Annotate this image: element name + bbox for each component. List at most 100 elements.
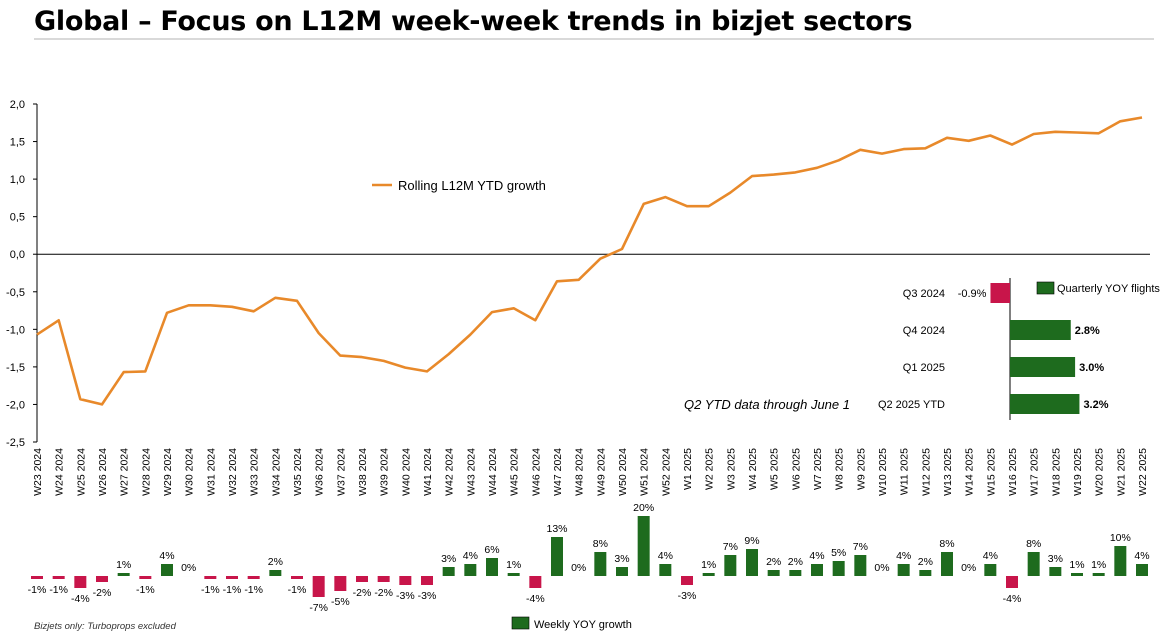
y-tick-label: -1,5 bbox=[6, 362, 25, 374]
legend-quarterly-label: Quarterly YOY flights bbox=[1057, 283, 1160, 295]
line-chart-series bbox=[36, 116, 1143, 406]
weekly-yoy-bar bbox=[1049, 567, 1062, 576]
title-divider bbox=[34, 38, 1154, 40]
x-tick-label: W11 2025 bbox=[899, 448, 911, 495]
x-tick-label: W17 2025 bbox=[1029, 448, 1041, 496]
weekly-yoy-bar bbox=[312, 576, 325, 597]
weekly-yoy-bar bbox=[1092, 573, 1105, 576]
x-tick-label: W31 2024 bbox=[205, 448, 217, 496]
x-tick-label: W16 2025 bbox=[1007, 448, 1019, 496]
y-tick-label: 2,0 bbox=[10, 99, 25, 111]
x-tick-label: W12 2025 bbox=[920, 448, 932, 496]
weekly-yoy-bar bbox=[941, 552, 953, 576]
x-tick-label: W14 2025 bbox=[964, 448, 976, 496]
weekly-yoy-label: 0% bbox=[961, 562, 976, 574]
weekly-yoy-label: 1% bbox=[116, 559, 131, 571]
weekly-yoy-label: -4% bbox=[526, 593, 545, 605]
weekly-yoy-bar bbox=[897, 564, 910, 576]
weekly-yoy-label: -4% bbox=[71, 593, 90, 605]
quarterly-value-label: 3.2% bbox=[1083, 399, 1108, 411]
x-tick-label: W48 2024 bbox=[574, 448, 586, 496]
weekly-yoy-bar bbox=[767, 570, 780, 576]
weekly-yoy-bar bbox=[464, 564, 477, 576]
weekly-yoy-bar bbox=[377, 576, 390, 582]
x-tick-label: W26 2024 bbox=[97, 448, 109, 496]
weekly-yoy-label: -1% bbox=[244, 584, 263, 596]
x-tick-label: W30 2024 bbox=[184, 448, 196, 496]
weekly-yoy-label: -1% bbox=[28, 584, 47, 596]
weekly-yoy-label: 4% bbox=[896, 550, 911, 562]
x-tick-label: W22 2025 bbox=[1137, 448, 1149, 496]
weekly-yoy-bar bbox=[204, 576, 217, 579]
x-tick-label: W35 2024 bbox=[292, 448, 304, 496]
weekly-yoy-bar bbox=[1027, 552, 1040, 576]
quarterly-bar-chart: Q3 2024 -0.9% Q4 2024 2.8% Q1 2025 3.0% Q2 202… bbox=[878, 278, 1109, 420]
weekly-yoy-label: 7% bbox=[723, 541, 738, 553]
weekly-yoy-label: 1% bbox=[701, 559, 716, 571]
x-tick-label: W45 2024 bbox=[509, 448, 521, 496]
weekly-yoy-bar bbox=[811, 564, 823, 576]
x-tick-label: W34 2024 bbox=[270, 448, 282, 496]
weekly-yoy-label: -2% bbox=[93, 587, 112, 599]
weekly-yoy-bar bbox=[1136, 564, 1148, 576]
x-tick-labels: W23 2024 W24 2024 W25 2024 W26 2024 W27 2024… bbox=[32, 448, 1149, 496]
x-tick-label: W32 2024 bbox=[227, 448, 239, 496]
weekly-yoy-bar bbox=[616, 567, 628, 576]
weekly-yoy-label: 4% bbox=[809, 550, 824, 562]
weekly-yoy-bar bbox=[269, 570, 282, 576]
x-tick-label: W40 2024 bbox=[400, 448, 412, 496]
x-tick-label: W3 2025 bbox=[725, 448, 737, 490]
weekly-yoy-bar bbox=[31, 576, 43, 579]
weekly-yoy-bar bbox=[854, 555, 867, 576]
x-tick-label: W50 2024 bbox=[617, 448, 629, 496]
legend-quarterly-swatch bbox=[1036, 281, 1055, 295]
quarter-label: Q2 2025 YTD bbox=[878, 399, 945, 411]
quarterly-yoy-bar bbox=[1010, 320, 1071, 340]
weekly-yoy-bar bbox=[52, 576, 65, 579]
weekly-yoy-label: 13% bbox=[546, 523, 567, 535]
x-tick-label: W4 2025 bbox=[747, 448, 759, 490]
weekly-yoy-label: -2% bbox=[353, 587, 372, 599]
weekly-yoy-bar bbox=[334, 576, 347, 591]
weekly-yoy-label: 3% bbox=[1048, 553, 1063, 565]
rolling-ytd-growth-line bbox=[36, 116, 1143, 406]
weekly-yoy-label: 3% bbox=[614, 553, 629, 565]
weekly-yoy-label: 4% bbox=[159, 550, 174, 562]
weekly-yoy-bar bbox=[486, 558, 498, 576]
footnote: Bizjets only: Turboprops excluded bbox=[34, 621, 176, 632]
weekly-yoy-label: 2% bbox=[766, 556, 781, 568]
y-tick-label: 0,5 bbox=[10, 212, 25, 224]
weekly-yoy-label: 3% bbox=[441, 553, 456, 565]
legend-weekly-label: Weekly YOY growth bbox=[534, 619, 632, 631]
x-tick-label: W1 2025 bbox=[682, 448, 694, 490]
weekly-yoy-bar bbox=[681, 576, 693, 585]
weekly-yoy-label: -5% bbox=[331, 596, 350, 608]
x-tick-label: W41 2024 bbox=[422, 448, 434, 496]
weekly-yoy-bar bbox=[1114, 546, 1127, 576]
x-tick-label: W24 2024 bbox=[54, 448, 66, 496]
weekly-yoy-bar bbox=[659, 564, 672, 576]
weekly-yoy-bar bbox=[356, 576, 368, 582]
x-tick-label: W44 2024 bbox=[487, 448, 499, 496]
x-tick-label: W19 2025 bbox=[1072, 448, 1084, 496]
weekly-yoy-label: 0% bbox=[181, 562, 196, 574]
q2-ytd-note: Q2 YTD data through June 1 bbox=[684, 397, 850, 412]
weekly-yoy-label: 2% bbox=[268, 556, 283, 568]
x-tick-label: W37 2024 bbox=[335, 448, 347, 496]
x-tick-label: W21 2025 bbox=[1115, 448, 1127, 496]
weekly-yoy-label: -1% bbox=[288, 584, 307, 596]
weekly-yoy-bar bbox=[529, 576, 542, 588]
y-tick-label: -2,0 bbox=[6, 399, 25, 411]
x-tick-label: W47 2024 bbox=[552, 448, 564, 496]
weekly-yoy-label: 9% bbox=[744, 535, 759, 547]
weekly-yoy-bar bbox=[96, 576, 108, 582]
x-tick-label: W15 2025 bbox=[985, 448, 997, 496]
weekly-yoy-bar bbox=[421, 576, 433, 585]
weekly-yoy-bar bbox=[702, 573, 715, 576]
x-tick-label: W29 2024 bbox=[162, 448, 174, 496]
y-tick-label: 0,0 bbox=[10, 249, 25, 261]
x-tick-label: W52 2024 bbox=[660, 448, 672, 496]
weekly-yoy-bar bbox=[1071, 573, 1083, 576]
weekly-yoy-label: -1% bbox=[201, 584, 220, 596]
